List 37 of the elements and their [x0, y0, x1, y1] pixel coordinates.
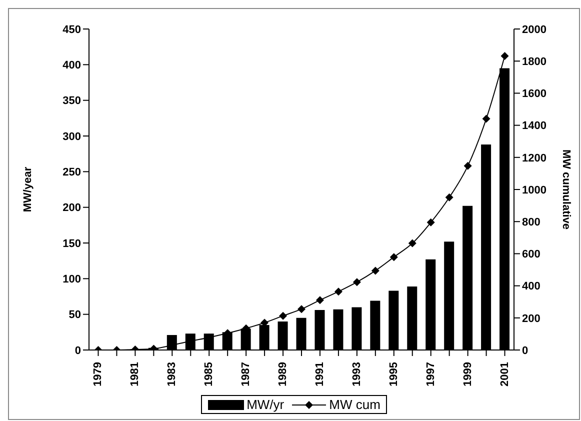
- y2-tick-label: 1200: [522, 152, 546, 164]
- legend-label: MW/yr: [246, 397, 284, 412]
- y-tick-label: 250: [62, 166, 81, 179]
- y-tick-label: 450: [62, 24, 81, 36]
- y2-tick-label: 0: [522, 344, 528, 357]
- x-tick-label: 1993: [350, 362, 363, 386]
- y-tick-label: 300: [62, 130, 81, 143]
- x-tick-label: 1995: [388, 362, 400, 386]
- y2-tick-label: 1600: [522, 88, 546, 100]
- y2-tick-label: 600: [522, 248, 540, 261]
- x-tick-label: 1987: [240, 362, 252, 386]
- y2-axis-title: MW cumulative: [560, 149, 572, 230]
- y2-tick-label: 1400: [522, 120, 546, 132]
- x-tick-label: 1999: [462, 362, 474, 386]
- y2-tick-label: 2000: [522, 24, 546, 36]
- x-tick-label: 1991: [314, 362, 326, 386]
- y-tick-label: 350: [62, 95, 81, 108]
- x-tick-label: 1983: [166, 362, 178, 386]
- x-tick-label: 1989: [277, 362, 290, 386]
- y-tick-label: 400: [62, 60, 81, 72]
- x-tick-label: 1979: [92, 362, 104, 386]
- y2-tick-label: 1800: [522, 56, 546, 68]
- legend-label: MW cum: [329, 397, 380, 412]
- y-tick-label: 0: [74, 344, 81, 357]
- y-tick-label: 200: [62, 202, 81, 214]
- x-tick-label: 2001: [498, 362, 511, 386]
- y2-tick-label: 800: [522, 216, 540, 229]
- x-tick-label: 1981: [129, 362, 142, 386]
- y2-tick-label: 400: [522, 280, 540, 293]
- y-tick-label: 50: [68, 309, 81, 322]
- x-tick-label: 1997: [424, 362, 437, 386]
- x-tick-label: 1985: [203, 362, 216, 386]
- y2-tick-label: 1000: [522, 184, 546, 196]
- y2-tick-label: 200: [522, 312, 540, 325]
- y-tick-label: 150: [62, 238, 81, 250]
- y-tick-label: 100: [62, 274, 81, 286]
- y-axis-title: MW/year: [22, 166, 34, 212]
